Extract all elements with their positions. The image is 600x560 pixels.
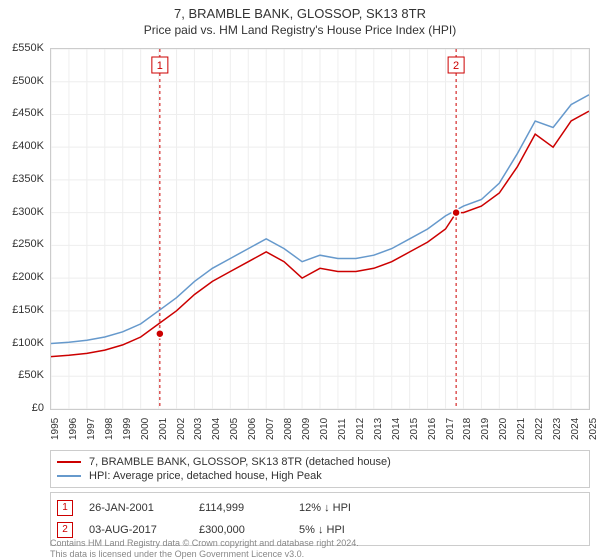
legend-swatch <box>57 475 81 477</box>
event-row: 1 26-JAN-2001£114,99912% ↓ HPI <box>57 497 583 519</box>
event-delta: 5% ↓ HPI <box>299 524 419 536</box>
x-tick-label: 2024 <box>570 418 581 440</box>
x-tick-label: 2013 <box>373 418 384 440</box>
y-tick-label: £500K <box>12 75 44 87</box>
x-tick-label: 2023 <box>552 418 563 440</box>
x-tick-label: 2005 <box>229 418 240 440</box>
y-axis-labels: £0£50K£100K£150K£200K£250K£300K£350K£400… <box>0 48 48 410</box>
y-tick-label: £300K <box>12 206 44 218</box>
chart-plot-area: 12 <box>50 48 590 410</box>
y-tick-label: £400K <box>12 140 44 152</box>
legend-swatch <box>57 461 81 463</box>
x-tick-label: 2001 <box>158 418 169 440</box>
chart-title: 7, BRAMBLE BANK, GLOSSOP, SK13 8TR <box>0 0 600 21</box>
x-tick-label: 1997 <box>86 418 97 440</box>
y-tick-label: £200K <box>12 271 44 283</box>
svg-text:2: 2 <box>453 60 459 72</box>
event-date: 03-AUG-2017 <box>89 524 199 536</box>
legend-item: 7, BRAMBLE BANK, GLOSSOP, SK13 8TR (deta… <box>57 455 583 469</box>
y-tick-label: £100K <box>12 337 44 349</box>
legend-item: HPI: Average price, detached house, High… <box>57 469 583 483</box>
footer-line1: Contains HM Land Registry data © Crown c… <box>50 538 590 549</box>
legend-label: 7, BRAMBLE BANK, GLOSSOP, SK13 8TR (deta… <box>89 456 391 468</box>
x-tick-label: 2014 <box>391 418 402 440</box>
legend-box: 7, BRAMBLE BANK, GLOSSOP, SK13 8TR (deta… <box>50 450 590 488</box>
x-tick-label: 2010 <box>319 418 330 440</box>
x-tick-label: 2011 <box>337 418 348 440</box>
y-tick-label: £50K <box>18 369 44 381</box>
x-tick-label: 1999 <box>122 418 133 440</box>
x-tick-label: 2012 <box>355 418 366 440</box>
y-tick-label: £450K <box>12 107 44 119</box>
y-tick-label: £350K <box>12 173 44 185</box>
footer-line2: This data is licensed under the Open Gov… <box>50 549 590 560</box>
x-tick-label: 2000 <box>140 418 151 440</box>
x-tick-label: 2018 <box>462 418 473 440</box>
x-tick-label: 2007 <box>265 418 276 440</box>
x-tick-label: 2009 <box>301 418 312 440</box>
y-tick-label: £150K <box>12 304 44 316</box>
x-tick-label: 2015 <box>409 418 420 440</box>
legend-label: HPI: Average price, detached house, High… <box>89 470 322 482</box>
x-tick-label: 1998 <box>104 418 115 440</box>
y-tick-label: £550K <box>12 42 44 54</box>
x-tick-label: 2016 <box>427 418 438 440</box>
svg-text:1: 1 <box>157 60 163 72</box>
x-tick-label: 2017 <box>445 418 456 440</box>
event-number-box: 1 <box>57 500 73 516</box>
x-tick-label: 2020 <box>498 418 509 440</box>
x-axis-labels: 1995 1996 1997 1998 1999 2000 2001 2002 2003 2004… <box>50 410 590 448</box>
x-tick-label: 2021 <box>516 418 527 440</box>
y-tick-label: £0 <box>32 402 44 414</box>
x-tick-label: 2008 <box>283 418 294 440</box>
footer-attribution: Contains HM Land Registry data © Crown c… <box>50 538 590 560</box>
y-tick-label: £250K <box>12 238 44 250</box>
chart-subtitle: Price paid vs. HM Land Registry's House … <box>0 21 600 41</box>
x-tick-label: 2025 <box>588 418 599 440</box>
x-tick-label: 1996 <box>68 418 79 440</box>
x-tick-label: 2002 <box>176 418 187 440</box>
x-tick-label: 2019 <box>480 418 491 440</box>
x-tick-label: 2022 <box>534 418 545 440</box>
x-tick-label: 2003 <box>193 418 204 440</box>
event-number-box: 2 <box>57 522 73 538</box>
event-delta: 12% ↓ HPI <box>299 502 419 514</box>
x-tick-label: 2004 <box>211 418 222 440</box>
chart-svg: 12 <box>51 49 589 409</box>
x-tick-label: 1995 <box>50 418 61 440</box>
event-price: £300,000 <box>199 524 299 536</box>
event-price: £114,999 <box>199 502 299 514</box>
x-tick-label: 2006 <box>247 418 258 440</box>
event-date: 26-JAN-2001 <box>89 502 199 514</box>
